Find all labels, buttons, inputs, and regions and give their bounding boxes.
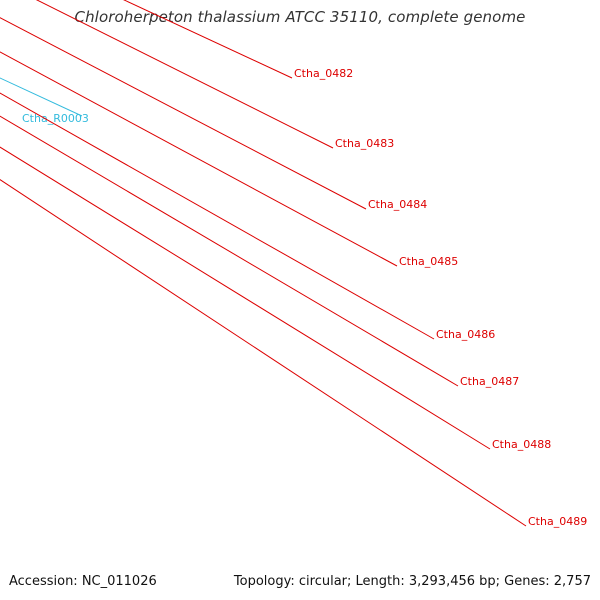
- gene-label: Ctha_0484: [368, 198, 427, 211]
- labels-layer: Ctha_R0003 Ctha_0482 Ctha_0483 Ctha_0484 Cth…: [0, 0, 587, 528]
- gene-label: Ctha_0487: [460, 375, 519, 388]
- gene-label: Ctha_0489: [528, 515, 587, 528]
- label-leader-right: [0, 92, 435, 340]
- label-leader-right: [0, 17, 367, 210]
- page-title: Chloroherpeton thalassium ATCC 35110, co…: [74, 8, 526, 26]
- genome-summary-text: Topology: circular; Length: 3,293,456 bp…: [233, 574, 591, 589]
- label-leader-right: [0, 115, 459, 387]
- label-leader-right: [0, 146, 491, 450]
- gene-label: Ctha_0488: [492, 438, 551, 451]
- gene-label: Ctha_0483: [335, 137, 394, 150]
- gene-label: Ctha_0486: [436, 328, 495, 341]
- label-left: Ctha_R0003: [22, 112, 89, 125]
- label-leader-right: [35, 0, 334, 149]
- accession-text: Accession: NC_011026: [9, 574, 157, 589]
- gene-label: Ctha_0485: [399, 255, 458, 268]
- gene-label: Ctha_0482: [294, 67, 353, 80]
- label-leader-right: [0, 51, 398, 267]
- label-leader-right: [0, 179, 527, 527]
- label-leader-right: [123, 0, 293, 79]
